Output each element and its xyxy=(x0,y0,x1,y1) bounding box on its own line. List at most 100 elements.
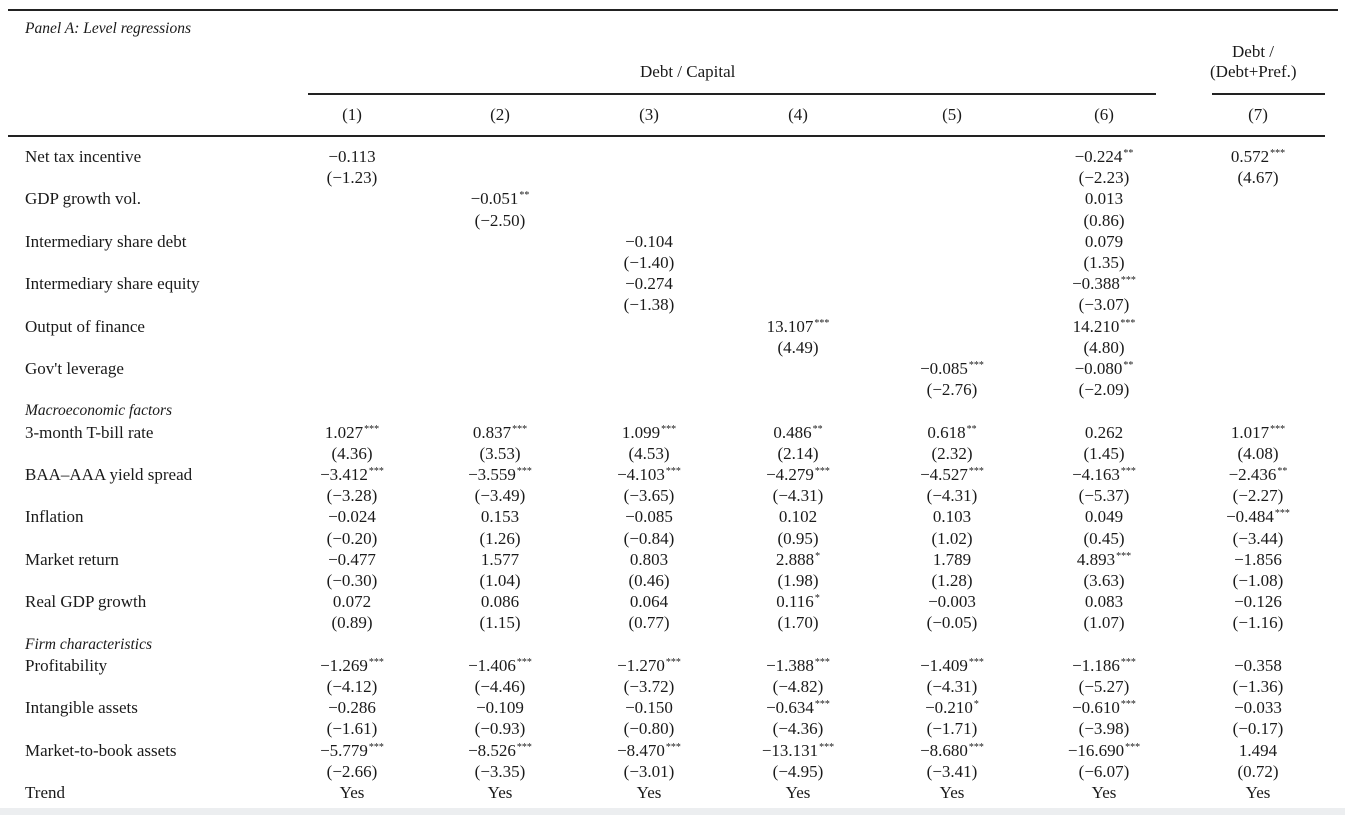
coefficient-value: 0.837 xyxy=(472,422,512,442)
coefficient: −16.690*** xyxy=(1029,740,1179,761)
coefficient-value: −0.610 xyxy=(1072,698,1120,718)
row-label: Net tax incentive xyxy=(25,147,142,166)
coefficient-value: 0.086 xyxy=(480,592,520,612)
coefficient: −0.080** xyxy=(1029,358,1179,379)
coefficient: −0.388*** xyxy=(1029,273,1179,294)
coefficient-value: −0.104 xyxy=(625,231,673,251)
row-label: Profitability xyxy=(25,655,108,675)
t-statistic: (−3.49) xyxy=(474,486,526,506)
coefficient: 2.888* xyxy=(723,549,873,570)
coefficient-value: −16.690 xyxy=(1067,740,1125,760)
coefficient: 0.079 xyxy=(1029,231,1179,252)
coefficient-value: 0.013 xyxy=(1084,189,1124,209)
coefficient-value: −0.274 xyxy=(625,274,673,294)
trend-value: Yes xyxy=(636,783,662,802)
t-statistic: (1.07) xyxy=(1083,613,1125,633)
significance-stars: *** xyxy=(968,741,984,753)
significance-stars: *** xyxy=(665,656,681,668)
coefficient-value: −1.409 xyxy=(920,655,968,675)
column-header-2: (2) xyxy=(490,105,510,124)
coefficient-value: 0.072 xyxy=(332,592,372,612)
coefficient-value: 0.486 xyxy=(773,422,812,442)
significance-stars: *** xyxy=(368,466,384,477)
coefficient-value: 0.116 xyxy=(776,592,814,612)
coefficient-value: 0.153 xyxy=(480,507,520,527)
coefficient-value: −0.085 xyxy=(625,507,673,527)
t-statistic: (3.53) xyxy=(479,443,521,463)
significance-stars: *** xyxy=(814,466,830,477)
coefficient: −0.051** xyxy=(425,188,575,209)
row-label: Gov't leverage xyxy=(25,359,124,378)
t-statistic: (−0.05) xyxy=(926,613,978,633)
t-statistic: (0.86) xyxy=(1083,210,1125,230)
t-statistic: (−3.28) xyxy=(326,486,378,506)
t-statistic: (1.28) xyxy=(931,571,973,590)
header-bottom-rule xyxy=(8,135,1325,137)
coefficient-value: −4.279 xyxy=(766,465,814,484)
coefficient-value: 0.064 xyxy=(629,592,669,612)
coefficient-value: 0.618 xyxy=(927,422,966,442)
column-header-5: (5) xyxy=(942,105,962,124)
t-statistic: (−3.07) xyxy=(1078,295,1130,315)
group1-rule xyxy=(308,93,1156,95)
significance-stars: *** xyxy=(1120,699,1136,711)
t-statistic: (−0.93) xyxy=(474,719,526,739)
significance-stars: * xyxy=(815,550,821,562)
coefficient: −0.085*** xyxy=(877,358,1027,379)
row-label: Real GDP growth xyxy=(25,592,147,612)
significance-stars: *** xyxy=(512,423,528,435)
significance-stars: *** xyxy=(665,741,681,753)
coefficient: −0.274 xyxy=(574,273,724,294)
t-statistic: (0.77) xyxy=(628,613,670,633)
coefficient-value: −8.526 xyxy=(468,740,516,760)
t-statistic: (1.98) xyxy=(777,571,819,590)
t-statistic: (2.14) xyxy=(777,443,819,463)
coefficient: −0.033 xyxy=(1183,697,1333,718)
significance-stars: *** xyxy=(1274,508,1290,520)
trend-value: Yes xyxy=(1245,783,1271,802)
row-label: 3-month T-bill rate xyxy=(25,422,154,442)
coefficient: −0.634*** xyxy=(723,697,873,718)
coefficient: −2.436** xyxy=(1183,464,1333,485)
t-statistic: (−1.23) xyxy=(326,168,378,188)
significance-stars: ** xyxy=(1277,466,1288,477)
group-header-debt-pref-line2: (Debt+Pref.) xyxy=(1210,62,1297,81)
coefficient-value: −1.388 xyxy=(766,655,814,675)
coefficient-value: −4.163 xyxy=(1072,465,1120,484)
coefficient: 0.049 xyxy=(1029,506,1179,527)
significance-stars: *** xyxy=(814,656,830,668)
significance-stars: ** xyxy=(519,190,530,202)
coefficient-value: 1.577 xyxy=(480,549,520,569)
coefficient-value: −1.856 xyxy=(1234,549,1282,569)
coefficient-value: −5.779 xyxy=(320,740,368,760)
coefficient: 0.013 xyxy=(1029,188,1179,209)
coefficient: −0.484*** xyxy=(1183,506,1333,527)
t-statistic: (3.63) xyxy=(1083,571,1125,590)
t-statistic: (4.49) xyxy=(777,337,819,357)
significance-stars: * xyxy=(814,593,820,605)
significance-stars: ** xyxy=(966,423,977,435)
coefficient-value: 13.107 xyxy=(766,316,814,336)
significance-stars: *** xyxy=(968,656,984,668)
t-statistic: (4.08) xyxy=(1237,443,1279,463)
column-header-7: (7) xyxy=(1248,105,1268,124)
row-label: Output of finance xyxy=(25,316,145,336)
coefficient: 0.072 xyxy=(277,591,427,612)
significance-stars: *** xyxy=(1270,148,1286,159)
coefficient-value: 0.083 xyxy=(1084,592,1124,612)
coefficient: −8.526*** xyxy=(425,740,575,761)
significance-stars: * xyxy=(973,699,979,711)
coefficient-value: −0.286 xyxy=(328,698,376,718)
coefficient: 0.064 xyxy=(574,591,724,612)
row-label: Inflation xyxy=(25,507,84,527)
t-statistic: (0.72) xyxy=(1237,761,1279,781)
significance-stars: *** xyxy=(364,423,380,435)
t-statistic: (−3.98) xyxy=(1078,719,1130,739)
t-statistic: (−6.07) xyxy=(1078,761,1130,781)
t-statistic: (2.32) xyxy=(931,443,973,463)
coefficient-value: −1.270 xyxy=(617,655,665,675)
t-statistic: (1.04) xyxy=(479,571,521,590)
trend-value: Yes xyxy=(785,783,811,802)
section-title: Firm characteristics xyxy=(25,635,152,653)
t-statistic: (−1.40) xyxy=(623,253,675,272)
